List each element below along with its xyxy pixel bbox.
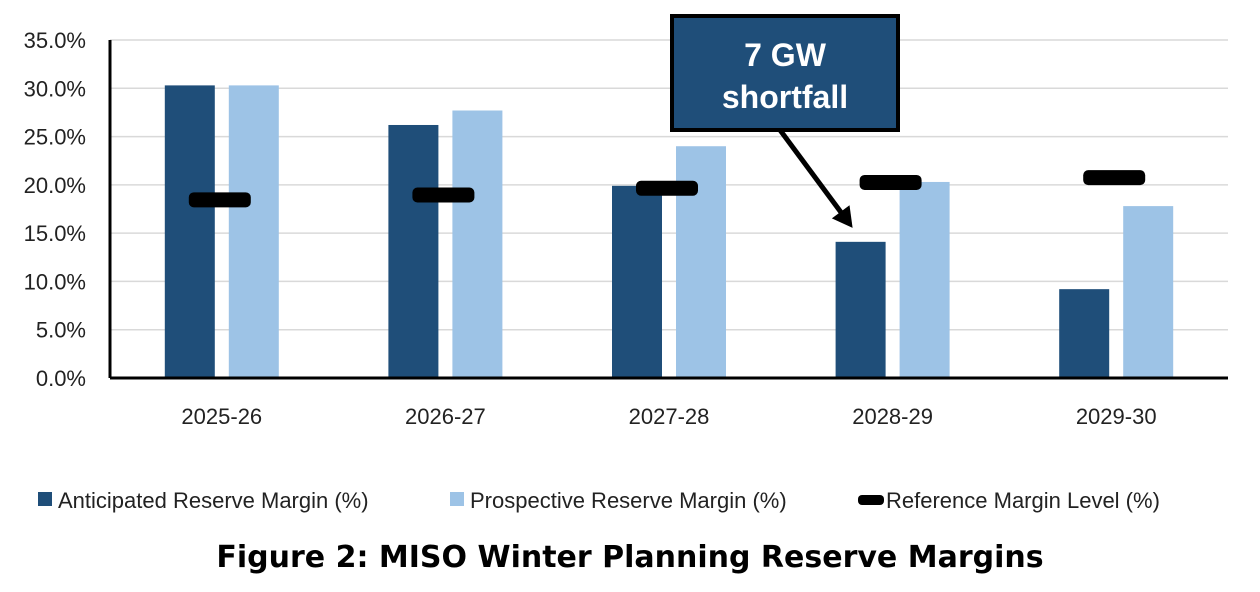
legend-anticipated-label: Anticipated Reserve Margin (%) [58,488,369,513]
y-tick-label: 25.0% [24,125,86,150]
x-category-label: 2029-30 [1076,404,1157,429]
legend-reference-swatch [858,495,884,505]
callout-arrow-line [777,128,849,222]
reference-marker [1083,170,1146,186]
callout-box [670,14,900,132]
y-tick-label: 35.0% [24,28,86,53]
legend-prospective-label: Prospective Reserve Margin (%) [470,488,787,513]
y-tick-label: 30.0% [24,76,86,101]
bar-anticipated [1059,289,1110,378]
bar-anticipated [164,85,215,378]
legend-prospective-swatch [450,492,464,506]
callout-text: 7 GW [744,37,827,73]
x-category-label: 2025-26 [181,404,262,429]
y-tick-label: 20.0% [24,173,86,198]
gridlines [110,39,1228,331]
x-category-label: 2026-27 [405,404,486,429]
legend-anticipated-swatch [38,492,52,506]
reference-marker [859,174,922,190]
callout-arrowhead [831,205,853,228]
bar-prospective [1123,206,1174,378]
reserve-margin-chart: 0.0% 5.0% 10.0% 15.0% 20.0% 25.0% 30.0% 35.0% 2… [24,14,1228,513]
y-tick-label: 15.0% [24,221,86,246]
bar-prospective [899,181,950,378]
reference-marker [412,187,475,203]
category-labels: 2025-26 2026-27 2027-28 2028-29 2029-30 [181,404,1156,429]
reference-marker [636,180,698,196]
legend-reference-label: Reference Margin Level (%) [886,488,1160,513]
x-category-label: 2027-28 [629,404,710,429]
reference-marker [188,192,251,208]
x-category-label: 2028-29 [852,404,933,429]
bar-prospective [452,110,503,379]
bar-anticipated [612,185,662,378]
y-tick-label: 0.0% [36,366,86,391]
y-tick-label: 10.0% [24,269,86,294]
bar-prospective [228,85,279,378]
figure-caption: Figure 2: MISO Winter Planning Reserve M… [216,540,1044,575]
bars [164,85,1174,379]
y-axis-ticks: 0.0% 5.0% 10.0% 15.0% 20.0% 25.0% 30.0% 35.0% [24,28,86,391]
y-tick-label: 5.0% [36,318,86,343]
reference-markers [188,170,1146,208]
shortfall-callout: 7 GW shortfall [670,14,900,228]
legend: Anticipated Reserve Margin (%) Prospectiv… [38,488,1160,513]
bar-anticipated [388,124,439,379]
bar-anticipated [835,241,886,378]
callout-text: shortfall [722,79,848,115]
